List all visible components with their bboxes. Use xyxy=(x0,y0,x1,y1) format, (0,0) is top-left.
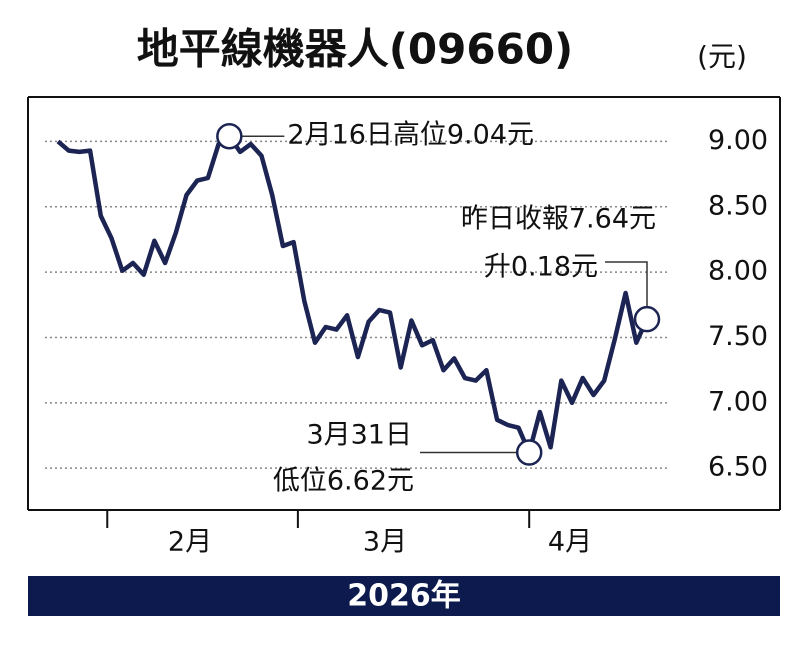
annotation: 升0.18元 xyxy=(484,252,598,283)
y-tick-label: 7.00 xyxy=(708,386,768,417)
annotation: 昨日收報7.64元 xyxy=(461,204,656,235)
unit-label: (元) xyxy=(697,40,747,73)
y-tick-label: 7.50 xyxy=(708,321,768,352)
y-tick-label: 6.50 xyxy=(708,452,768,483)
high-marker xyxy=(216,122,243,150)
y-tick-label: 8.00 xyxy=(708,256,768,287)
annotation: 低位6.62元 xyxy=(273,466,414,497)
price-line xyxy=(56,133,650,455)
period-bar xyxy=(28,576,780,616)
leader-line xyxy=(605,261,648,308)
annotation: 3月31日 xyxy=(306,420,412,451)
x-tick-label: 4月 xyxy=(548,527,592,558)
x-tick-label: 3月 xyxy=(363,527,407,558)
x-tick-label: 2月 xyxy=(168,527,212,558)
low-marker xyxy=(515,439,543,466)
annotation: 2月16日高位9.04元 xyxy=(287,120,534,151)
chart-title: 地平線機器人(09660) xyxy=(137,25,574,74)
y-tick-label: 9.00 xyxy=(708,125,768,156)
last-marker xyxy=(633,305,661,333)
period-label: 2026年 xyxy=(347,579,461,614)
y-tick-label: 8.50 xyxy=(708,190,768,221)
